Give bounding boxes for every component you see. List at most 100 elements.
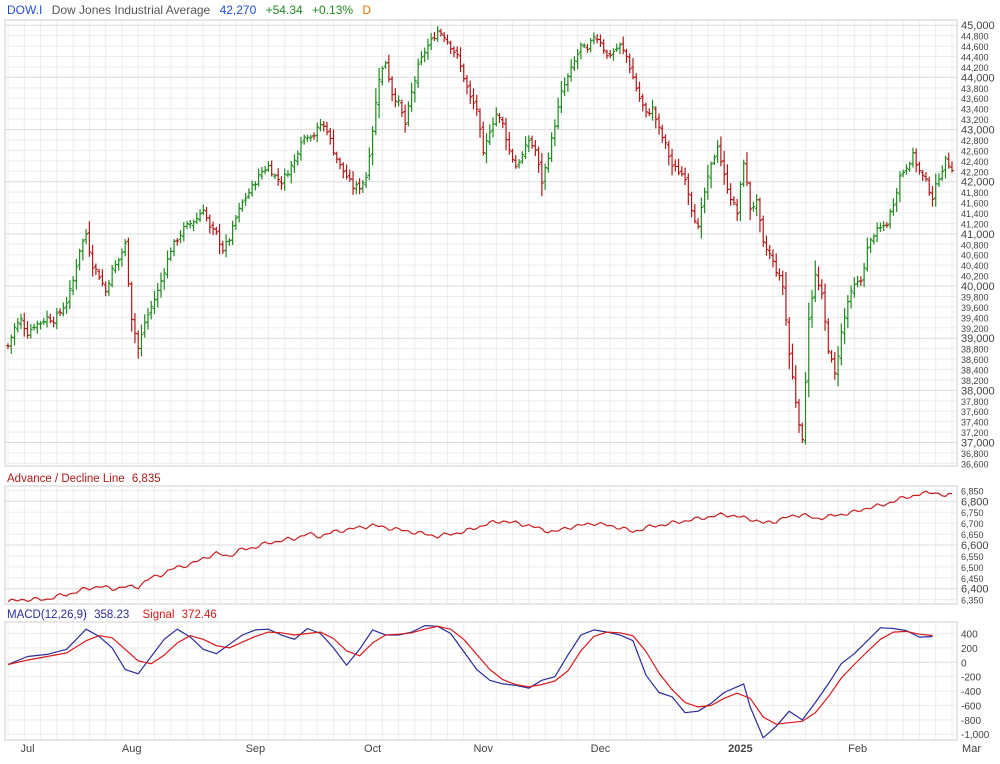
ohlc-bar[interactable] <box>872 233 876 245</box>
ohlc-bar[interactable] <box>849 285 853 309</box>
ohlc-bar[interactable] <box>735 198 739 221</box>
ohlc-bar[interactable] <box>946 152 951 169</box>
ohlc-bar[interactable] <box>344 164 349 180</box>
ohlc-bar[interactable] <box>937 173 941 187</box>
ohlc-bar[interactable] <box>100 269 105 287</box>
ohlc-bar[interactable] <box>745 152 749 186</box>
ohlc-bar[interactable] <box>481 121 486 156</box>
ohlc-bar[interactable] <box>517 159 521 169</box>
ohlc-bar[interactable] <box>413 76 417 103</box>
ohlc-bar[interactable] <box>663 134 668 149</box>
ohlc-bar[interactable] <box>426 38 430 60</box>
ohlc-bar[interactable] <box>706 164 710 200</box>
ohlc-bar[interactable] <box>624 48 629 63</box>
ohlc-bar[interactable] <box>142 314 147 338</box>
ohlc-bar[interactable] <box>927 176 932 196</box>
ohlc-bar[interactable] <box>608 50 613 59</box>
ohlc-bar[interactable] <box>621 36 626 55</box>
ohlc-bar[interactable] <box>627 53 632 74</box>
ohlc-bar[interactable] <box>579 42 583 60</box>
ohlc-bar[interactable] <box>865 237 870 272</box>
ohlc-bar[interactable] <box>536 146 541 173</box>
ohlc-bar[interactable] <box>790 343 795 380</box>
ohlc-bar[interactable] <box>637 81 642 102</box>
ohlc-bar[interactable] <box>653 106 658 129</box>
ohlc-bar[interactable] <box>575 49 580 70</box>
ohlc-bar[interactable] <box>305 134 310 142</box>
ohlc-bar[interactable] <box>273 173 277 180</box>
ohlc-bar[interactable] <box>842 307 847 345</box>
ohlc-bar[interactable] <box>256 168 261 187</box>
ohlc-bar[interactable] <box>465 74 469 95</box>
ohlc-bar[interactable] <box>797 399 801 433</box>
ohlc-bar[interactable] <box>94 263 98 275</box>
ohlc-bar[interactable] <box>487 124 492 146</box>
ohlc-bar[interactable] <box>435 26 440 42</box>
ohlc-bar[interactable] <box>58 308 62 317</box>
ohlc-bar[interactable] <box>19 313 23 329</box>
ohlc-bar[interactable] <box>97 268 101 280</box>
ohlc-bar[interactable] <box>510 148 515 163</box>
ohlc-bar[interactable] <box>299 136 303 161</box>
ohlc-bar[interactable] <box>859 276 863 287</box>
ohlc-bar[interactable] <box>292 154 297 173</box>
ohlc-bar[interactable] <box>276 168 280 186</box>
ohlc-bar[interactable] <box>146 307 150 330</box>
ohlc-bar[interactable] <box>308 134 313 142</box>
ohlc-bar[interactable] <box>780 270 785 296</box>
ohlc-bar[interactable] <box>712 154 717 165</box>
ohlc-bar[interactable] <box>585 43 590 53</box>
ohlc-bar[interactable] <box>803 371 808 445</box>
ohlc-bar[interactable] <box>445 34 450 45</box>
ohlc-bar[interactable] <box>793 365 798 408</box>
ohlc-bar[interactable] <box>377 67 381 119</box>
ohlc-bar[interactable] <box>891 198 896 216</box>
ohlc-bar[interactable] <box>214 226 219 235</box>
ohlc-bar[interactable] <box>354 180 359 195</box>
ohlc-bar[interactable] <box>806 302 811 398</box>
ohlc-bar[interactable] <box>686 173 691 205</box>
ohlc-bar[interactable] <box>28 323 33 339</box>
ohlc-bar[interactable] <box>455 46 460 59</box>
ohlc-bar[interactable] <box>178 230 183 244</box>
ohlc-bar[interactable] <box>429 32 433 51</box>
ohlc-bar[interactable] <box>61 302 66 317</box>
ohlc-bar[interactable] <box>598 34 603 47</box>
ohlc-bar[interactable] <box>881 221 886 232</box>
ohlc-bar[interactable] <box>461 63 466 83</box>
ohlc-bar[interactable] <box>217 224 222 255</box>
ohlc-bar[interactable] <box>667 140 671 166</box>
ohlc-bar[interactable] <box>634 73 639 92</box>
ohlc-bar[interactable] <box>709 161 713 189</box>
ohlc-bar[interactable] <box>523 136 528 159</box>
ohlc-bar[interactable] <box>829 350 834 363</box>
ohlc-bar[interactable] <box>195 212 199 225</box>
ohlc-bar[interactable] <box>611 48 616 61</box>
ohlc-bar[interactable] <box>234 215 238 230</box>
ohlc-bar[interactable] <box>240 199 245 212</box>
ohlc-bar[interactable] <box>767 244 772 259</box>
ohlc-bar[interactable] <box>32 323 36 331</box>
ohlc-bar[interactable] <box>416 58 420 89</box>
ohlc-bar[interactable] <box>683 167 687 186</box>
ohlc-bar[interactable] <box>201 204 206 215</box>
ohlc-bar[interactable] <box>64 296 69 314</box>
ohlc-bar[interactable] <box>361 180 365 193</box>
ohlc-bar[interactable] <box>950 161 954 173</box>
ohlc-bar[interactable] <box>924 172 928 182</box>
ohlc-bar[interactable] <box>81 238 85 261</box>
ohlc-bar[interactable] <box>614 43 619 52</box>
ohlc-bar[interactable] <box>898 171 902 203</box>
ohlc-bar[interactable] <box>55 307 59 330</box>
ohlc-bar[interactable] <box>185 221 189 230</box>
ohlc-bar[interactable] <box>618 42 622 55</box>
ohlc-bar[interactable] <box>533 140 538 157</box>
ohlc-bar[interactable] <box>123 239 127 257</box>
ohlc-bar[interactable] <box>878 222 883 232</box>
ohlc-bar[interactable] <box>605 49 609 59</box>
ohlc-bar[interactable] <box>471 88 476 110</box>
ohlc-bar[interactable] <box>107 279 111 296</box>
ohlc-bar[interactable] <box>139 324 144 357</box>
ohlc-bar[interactable] <box>823 283 827 331</box>
